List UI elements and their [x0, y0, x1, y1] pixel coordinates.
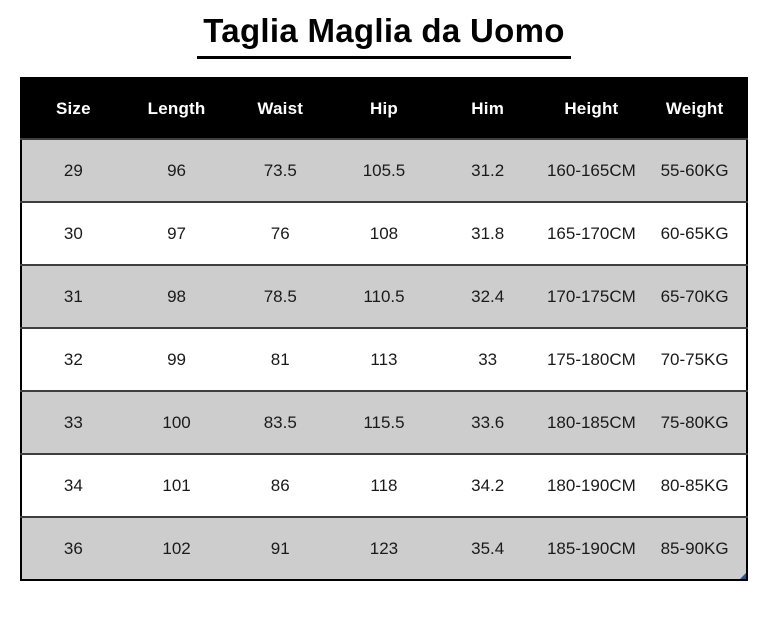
table-row: 34 101 86 118 34.2 180-190CM 80-85KG	[21, 454, 747, 517]
table-cell: 83.5	[263, 412, 297, 432]
table-cell: 96	[167, 160, 187, 180]
table-header: Size Length Waist Hip Him Height Weight	[21, 78, 747, 139]
title-container: Taglia Maglia da Uomo	[0, 0, 768, 59]
table-cell: 91	[270, 538, 290, 558]
table-cell: 32	[63, 349, 83, 369]
table-cell: 102	[162, 538, 191, 558]
table-cell: 31.2	[471, 160, 505, 180]
table-cell: 108	[369, 223, 399, 243]
table-cell: 33	[63, 412, 83, 432]
table-cell: 85-90KG	[660, 538, 729, 558]
column-header: Waist	[228, 78, 333, 139]
table-cell: 34.2	[471, 475, 505, 495]
table-cell: 31.8	[471, 223, 505, 243]
table-cell: 78.5	[263, 286, 297, 306]
column-header: Weight	[643, 78, 747, 139]
table-cell: 33.6	[471, 412, 505, 432]
table-cell: 97	[167, 223, 187, 243]
table-cell: 33	[478, 349, 498, 369]
table-cell: 36	[63, 538, 83, 558]
table-cell: 123	[369, 538, 399, 558]
table-cell: 86	[270, 475, 290, 495]
table-cell: 32.4	[471, 286, 505, 306]
table-cell: 35.4	[471, 538, 505, 558]
column-header: Size	[21, 78, 125, 139]
table-cell: 105.5	[362, 160, 406, 180]
column-header: Length	[124, 78, 229, 139]
table-cell: 175-180CM	[546, 349, 636, 369]
table-cell: 76	[270, 223, 290, 243]
table-cell: 70-75KG	[660, 349, 729, 369]
table-row: 36 102 91 123 35.4 185-190CM 85-90KG	[21, 517, 747, 580]
selection-corner-mark	[740, 573, 746, 579]
table-cell: 31	[63, 286, 83, 306]
table-cell: 34	[63, 475, 83, 495]
table-cell: 113	[370, 349, 398, 369]
table-cell: 73.5	[263, 160, 297, 180]
table-row: 32 99 81 113 33 175-180CM 70-75KG	[21, 328, 747, 391]
table-cell: 75-80KG	[660, 412, 729, 432]
table-cell: 115.5	[363, 412, 405, 432]
table-cell: 118	[370, 475, 398, 495]
table-cell: 80-85KG	[660, 475, 729, 495]
column-header: Hip	[332, 78, 436, 139]
table-row: 29 96 73.5 105.5 31.2 160-165CM 55-60KG	[21, 139, 747, 202]
table-cell: 185-190CM	[546, 538, 636, 558]
table-cell: 98	[167, 286, 187, 306]
table-cell: 170-175CM	[546, 286, 636, 306]
table-cell: 29	[63, 160, 83, 180]
table-cell: 100	[162, 412, 191, 432]
column-header: Him	[435, 78, 540, 139]
column-header: Height	[539, 78, 644, 139]
table-cell: 60-65KG	[660, 223, 729, 243]
size-chart-table: Size Length Waist Hip Him Height Weight 29 96 73…	[20, 77, 748, 581]
table-row: 30 97 76 108 31.8 165-170CM 60-65KG	[21, 202, 747, 265]
table-cell: 99	[167, 349, 187, 369]
header-row: Size Length Waist Hip Him Height Weight	[21, 78, 747, 139]
table-row: 33 100 83.5 115.5 33.6 180-185CM 75-80KG	[21, 391, 747, 454]
table-cell: 65-70KG	[660, 286, 729, 306]
table-body: 29 96 73.5 105.5 31.2 160-165CM 55-60KG 30 97 76 1…	[21, 139, 747, 580]
table-row: 31 98 78.5 110.5 32.4 170-175CM 65-70KG	[21, 265, 747, 328]
table-cell: 101	[162, 475, 191, 495]
table-cell: 30	[63, 223, 83, 243]
size-chart-container: Size Length Waist Hip Him Height Weight 29 96 73…	[20, 77, 748, 581]
table-cell: 180-185CM	[546, 412, 636, 432]
page-title: Taglia Maglia da Uomo	[197, 9, 571, 59]
table-cell: 81	[270, 349, 290, 369]
table-cell: 180-190CM	[546, 475, 636, 495]
table-cell: 55-60KG	[660, 160, 729, 180]
table-cell: 110.5	[363, 286, 405, 306]
table-cell: 165-170CM	[546, 223, 636, 243]
table-cell: 160-165CM	[546, 160, 636, 180]
